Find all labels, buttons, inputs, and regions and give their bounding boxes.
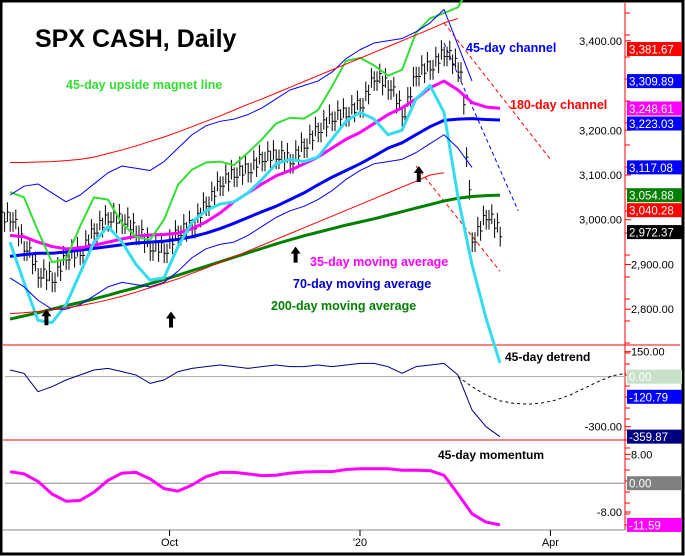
axis-tick-label: 3,100.00	[579, 170, 622, 182]
180-day-channel-lower-projection	[415, 165, 501, 272]
turn-up-arrow-icon	[413, 166, 424, 183]
axis-tick-label: -8.00	[597, 507, 622, 519]
value-label-bg	[627, 160, 682, 175]
annotation-70-day-ma: 70-day moving average	[293, 277, 432, 291]
45-day-lower-band-cyan--line	[8, 84, 502, 364]
axis-tick-label: 3,400.00	[579, 36, 622, 48]
annotation-detrend: 45-day detrend	[505, 350, 591, 364]
value-label: 0.00	[629, 372, 651, 384]
value-label-bg	[627, 116, 682, 131]
value-label-bg	[627, 517, 682, 532]
value-label-bg	[627, 389, 682, 404]
turn-up-arrow-icon	[41, 309, 52, 326]
turn-up-arrow-icon	[166, 311, 176, 328]
value-label-bg	[627, 476, 682, 491]
180-day-channel-lower-line	[9, 172, 445, 315]
45-day-momentum-line	[9, 467, 501, 527]
value-label: -11.59	[629, 520, 661, 532]
45-day-channel-projection	[443, 42, 519, 211]
value-label-bg	[627, 188, 682, 203]
x-tick-label: Oct	[161, 537, 178, 549]
value-label-bg	[627, 369, 682, 384]
x-tick-label: '20	[353, 537, 367, 549]
45-day-channel-upper-line	[9, 8, 473, 203]
180-day-channel-upper-line	[10, 17, 459, 163]
axis-tick-label: 3,200.00	[579, 125, 622, 137]
axis-tick-label: 150.00	[631, 347, 665, 359]
chart-title: SPX CASH, Daily	[35, 25, 237, 53]
value-label: -120.79	[629, 392, 668, 404]
45-day-channel-lower-line	[9, 134, 473, 310]
value-label: 3,248.61	[629, 104, 674, 116]
annotation-180-day-channel: 180-day channel	[510, 98, 608, 112]
value-label-bg	[627, 41, 682, 56]
x-tick-label: Apr	[542, 537, 559, 549]
value-label: 3,381.67	[629, 44, 674, 56]
turn-up-arrow-icon	[290, 246, 301, 263]
45-day-detrend-line	[9, 362, 501, 438]
value-label-bg	[627, 429, 682, 444]
value-label: -359.87	[629, 432, 668, 444]
value-label: 3,054.88	[629, 191, 674, 203]
value-label-bg	[627, 74, 682, 89]
axis-tick-label: 2,900.00	[631, 259, 674, 271]
value-label: 3,040.28	[629, 206, 674, 218]
annotation-momentum: 45-day momentum	[438, 448, 545, 462]
value-label: 2,972.37	[629, 228, 674, 240]
value-label-bg	[627, 203, 682, 218]
axis-tick-label: 8.00	[631, 449, 652, 461]
annotation-magnet-line: 45-day upside magnet line	[66, 78, 223, 92]
value-label-bg	[627, 225, 682, 240]
annotation-200-day-ma: 200-day moving average	[271, 299, 417, 313]
annotation-45-day-channel: 45-day channel	[466, 41, 557, 55]
annotation-35-day-ma: 35-day moving average	[310, 255, 449, 269]
value-label: 3,309.89	[629, 77, 674, 89]
value-label: 3,117.08	[629, 163, 673, 175]
axis-tick-label: 2,800.00	[631, 304, 674, 316]
45-day-upside-magnet-line-line	[9, 0, 464, 264]
value-label: 0.00	[629, 479, 651, 491]
200-day-moving-average-line	[9, 193, 501, 321]
value-label: 3,223.03	[629, 119, 674, 131]
axis-tick-label: 3,000.00	[579, 215, 622, 227]
value-label-bg	[627, 101, 682, 116]
180-day-channel-upper-projection	[443, 22, 551, 160]
45-day-detrend-projection-line	[457, 372, 627, 405]
35-day-moving-average-line	[9, 79, 501, 251]
axis-tick-label: -300.00	[585, 422, 622, 434]
